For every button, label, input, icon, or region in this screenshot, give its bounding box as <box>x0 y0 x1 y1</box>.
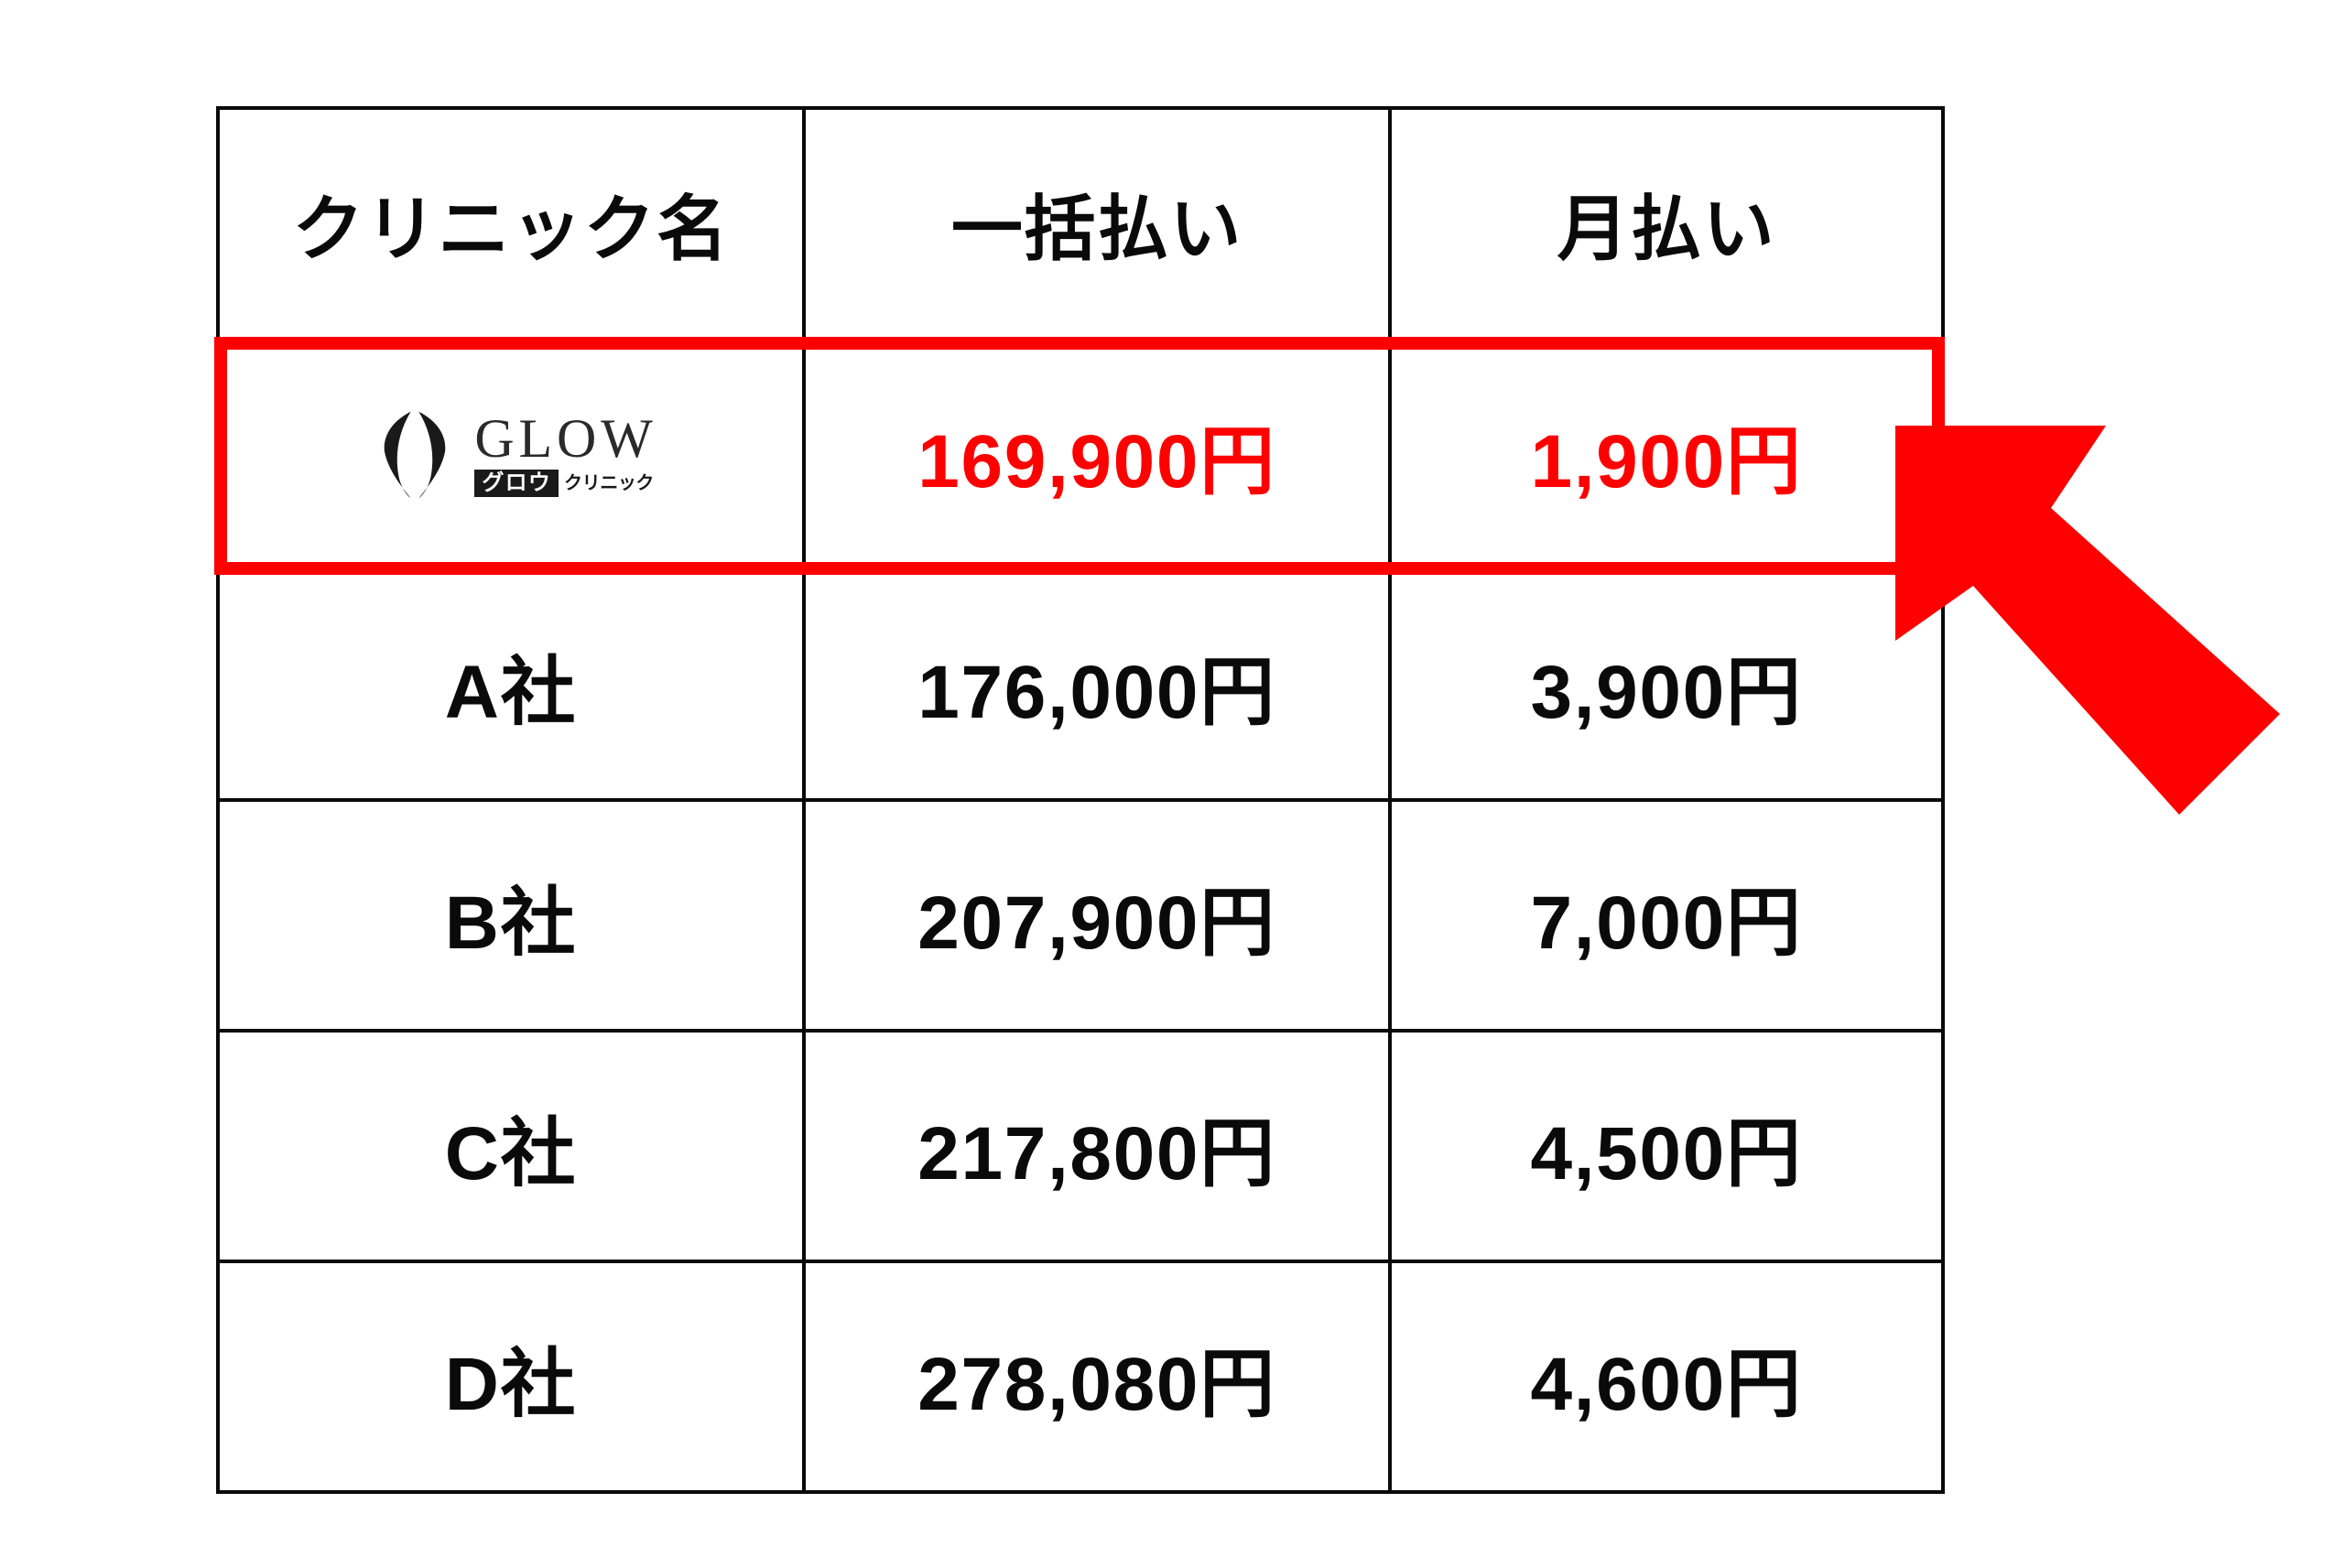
table-row: GLOW グロウ クリニック 169,900円 1,900円 <box>218 339 1943 569</box>
table-row: D社 278,080円 4,600円 <box>218 1261 1943 1492</box>
glow-logo-line1: GLOW <box>474 411 657 466</box>
cell-clinic-name: B社 <box>218 800 804 1031</box>
cell-monthly: 3,900円 <box>1390 569 1943 800</box>
cell-lump: 278,080円 <box>804 1261 1390 1492</box>
cell-clinic-name: D社 <box>218 1261 804 1492</box>
cell-clinic-name: C社 <box>218 1031 804 1261</box>
glow-logo-mark-icon <box>364 404 465 504</box>
col-header-lump: 一括払い <box>804 108 1390 339</box>
glow-logo-text: GLOW グロウ クリニック <box>474 411 657 497</box>
comparison-table-wrap: クリニック名 一括払い 月払い GLOW <box>216 106 1941 1494</box>
table-header-row: クリニック名 一括払い 月払い <box>218 108 1943 339</box>
cell-lump: 169,900円 <box>804 339 1390 569</box>
table-row: C社 217,800円 4,500円 <box>218 1031 1943 1261</box>
cell-clinic-name: A社 <box>218 569 804 800</box>
cell-lump: 217,800円 <box>804 1031 1390 1261</box>
cell-monthly: 4,500円 <box>1390 1031 1943 1261</box>
cell-clinic-name: GLOW グロウ クリニック <box>218 339 804 569</box>
col-header-clinic: クリニック名 <box>218 108 804 339</box>
glow-logo-sub: クリニック <box>564 474 654 492</box>
comparison-table: クリニック名 一括払い 月払い GLOW <box>216 106 1945 1494</box>
table-row: B社 207,900円 7,000円 <box>218 800 1943 1031</box>
table-row: A社 176,000円 3,900円 <box>218 569 1943 800</box>
cell-monthly: 4,600円 <box>1390 1261 1943 1492</box>
cell-monthly: 1,900円 <box>1390 339 1943 569</box>
cell-lump: 207,900円 <box>804 800 1390 1031</box>
cell-lump: 176,000円 <box>804 569 1390 800</box>
glow-logo: GLOW グロウ クリニック <box>221 341 801 567</box>
col-header-monthly: 月払い <box>1390 108 1943 339</box>
cell-monthly: 7,000円 <box>1390 800 1943 1031</box>
glow-logo-katakana: グロウ <box>474 470 559 497</box>
